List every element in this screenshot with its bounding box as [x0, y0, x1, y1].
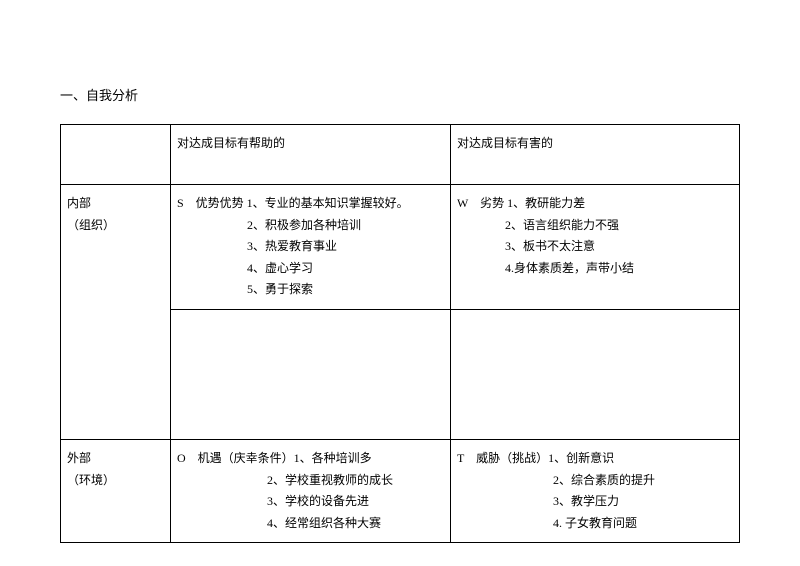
external-label-line1: 外部	[67, 448, 164, 470]
threats-prefix: T 威胁（挑战）1、创新意识	[457, 448, 733, 470]
s5: 5、勇于探索	[177, 279, 444, 301]
swot-table: 对达成目标有帮助的 对达成目标有害的 内部 （组织） S 优势优势 1、专业的基…	[60, 124, 740, 543]
header-harmful: 对达成目标有害的	[451, 125, 740, 185]
threats-cell: T 威胁（挑战）1、创新意识 2、综合素质的提升 3、教学压力 4. 子女教育问…	[451, 439, 740, 542]
external-label-line2: （环境）	[67, 470, 164, 492]
w4: 4.身体素质差，声带小结	[457, 258, 733, 280]
opportunities-prefix: O 机遇（庆幸条件）1、各种培训多	[177, 448, 444, 470]
o3: 3、学校的设备先进	[177, 491, 444, 513]
s2: 2、积极参加各种培训	[177, 215, 444, 237]
blank-harmful	[451, 309, 740, 439]
t2: 2、综合素质的提升	[457, 470, 733, 492]
o2: 2、学校重视教师的成长	[177, 470, 444, 492]
strengths-cell: S 优势优势 1、专业的基本知识掌握较好。 2、积极参加各种培训 3、热爱教育事…	[171, 185, 451, 310]
weaknesses-prefix: W 劣势 1、教研能力差	[457, 193, 733, 215]
strengths-prefix: S 优势优势 1、专业的基本知识掌握较好。	[177, 193, 444, 215]
header-helpful: 对达成目标有帮助的	[171, 125, 451, 185]
s3: 3、热爱教育事业	[177, 236, 444, 258]
o4: 4、经常组织各种大赛	[177, 513, 444, 535]
w3: 3、板书不太注意	[457, 236, 733, 258]
internal-row: 内部 （组织） S 优势优势 1、专业的基本知识掌握较好。 2、积极参加各种培训…	[61, 185, 740, 310]
header-row: 对达成目标有帮助的 对达成目标有害的	[61, 125, 740, 185]
t4: 4. 子女教育问题	[457, 513, 733, 535]
external-label: 外部 （环境）	[61, 439, 171, 542]
external-row: 外部 （环境） O 机遇（庆幸条件）1、各种培训多 2、学校重视教师的成长 3、…	[61, 439, 740, 542]
page-title: 一、自我分析	[60, 85, 740, 104]
internal-label-line2: （组织）	[67, 215, 164, 237]
internal-label: 内部 （组织）	[61, 185, 171, 440]
s4: 4、虚心学习	[177, 258, 444, 280]
t3: 3、教学压力	[457, 491, 733, 513]
blank-helpful	[171, 309, 451, 439]
w2: 2、语言组织能力不强	[457, 215, 733, 237]
opportunities-cell: O 机遇（庆幸条件）1、各种培训多 2、学校重视教师的成长 3、学校的设备先进 …	[171, 439, 451, 542]
internal-label-line1: 内部	[67, 193, 164, 215]
weaknesses-cell: W 劣势 1、教研能力差 2、语言组织能力不强 3、板书不太注意 4.身体素质差…	[451, 185, 740, 310]
header-empty	[61, 125, 171, 185]
